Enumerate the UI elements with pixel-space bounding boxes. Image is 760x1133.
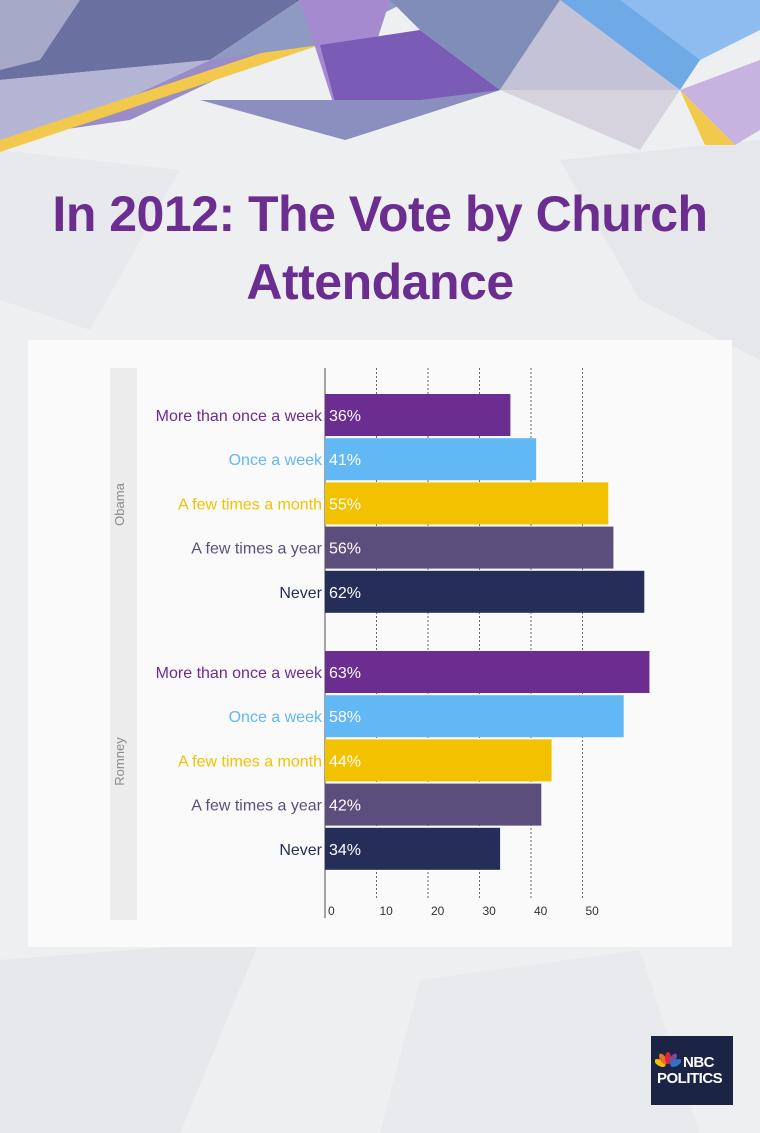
category-label: More than once a week — [156, 665, 323, 682]
bar-value-label: 44% — [329, 753, 361, 770]
x-tick-label: 10 — [380, 904, 394, 918]
bar-value-label: 36% — [329, 408, 361, 425]
bar-value-label: 42% — [329, 798, 361, 815]
chart-title: In 2012: The Vote by Church Attendance — [30, 180, 730, 316]
x-tick-label: 40 — [534, 904, 548, 918]
bar — [325, 570, 645, 613]
bar-value-label: 41% — [329, 452, 361, 469]
x-tick-label: 20 — [431, 904, 445, 918]
chart-title-line-2: Attendance — [246, 254, 514, 310]
category-label: Never — [279, 585, 322, 602]
x-tick-label: 0 — [328, 904, 335, 918]
bar — [325, 695, 624, 738]
bar-value-label: 34% — [329, 842, 361, 859]
bar-value-label: 63% — [329, 665, 361, 682]
bar — [325, 526, 614, 569]
x-tick-label: 30 — [483, 904, 497, 918]
category-label: A few times a month — [178, 753, 322, 770]
category-label: Never — [279, 842, 322, 859]
bar-chart: 0 10 20 30 40 50 Obama 36% More than once a week… — [110, 368, 650, 920]
bar — [325, 482, 609, 525]
bar-value-label: 58% — [329, 709, 361, 726]
category-label: Once a week — [229, 709, 323, 726]
category-label: Once a week — [229, 452, 323, 469]
bar — [325, 739, 552, 782]
bar — [325, 651, 650, 693]
category-label: More than once a week — [156, 408, 323, 425]
category-label: A few times a year — [191, 798, 322, 815]
bar — [325, 783, 542, 826]
nbc-politics-logo: NBC POLITICS — [651, 1036, 733, 1105]
category-label: A few times a month — [178, 496, 322, 513]
x-tick-label: 50 — [586, 904, 600, 918]
group-label-column — [110, 368, 137, 920]
group-label: Obama — [112, 482, 127, 525]
bar — [325, 827, 501, 870]
bar — [325, 394, 511, 436]
bar — [325, 438, 537, 481]
peacock-icon — [655, 1052, 681, 1070]
bar-value-label: 56% — [329, 541, 361, 558]
chart-title-line-1: In 2012: The Vote by Church — [52, 186, 708, 242]
logo-text-politics: POLITICS — [657, 1070, 723, 1087]
bar-value-label: 62% — [329, 585, 361, 602]
group-label: Romney — [112, 737, 127, 786]
category-label: A few times a year — [191, 541, 322, 558]
logo-text-nbc: NBC — [683, 1054, 715, 1071]
bar-value-label: 55% — [329, 496, 361, 513]
